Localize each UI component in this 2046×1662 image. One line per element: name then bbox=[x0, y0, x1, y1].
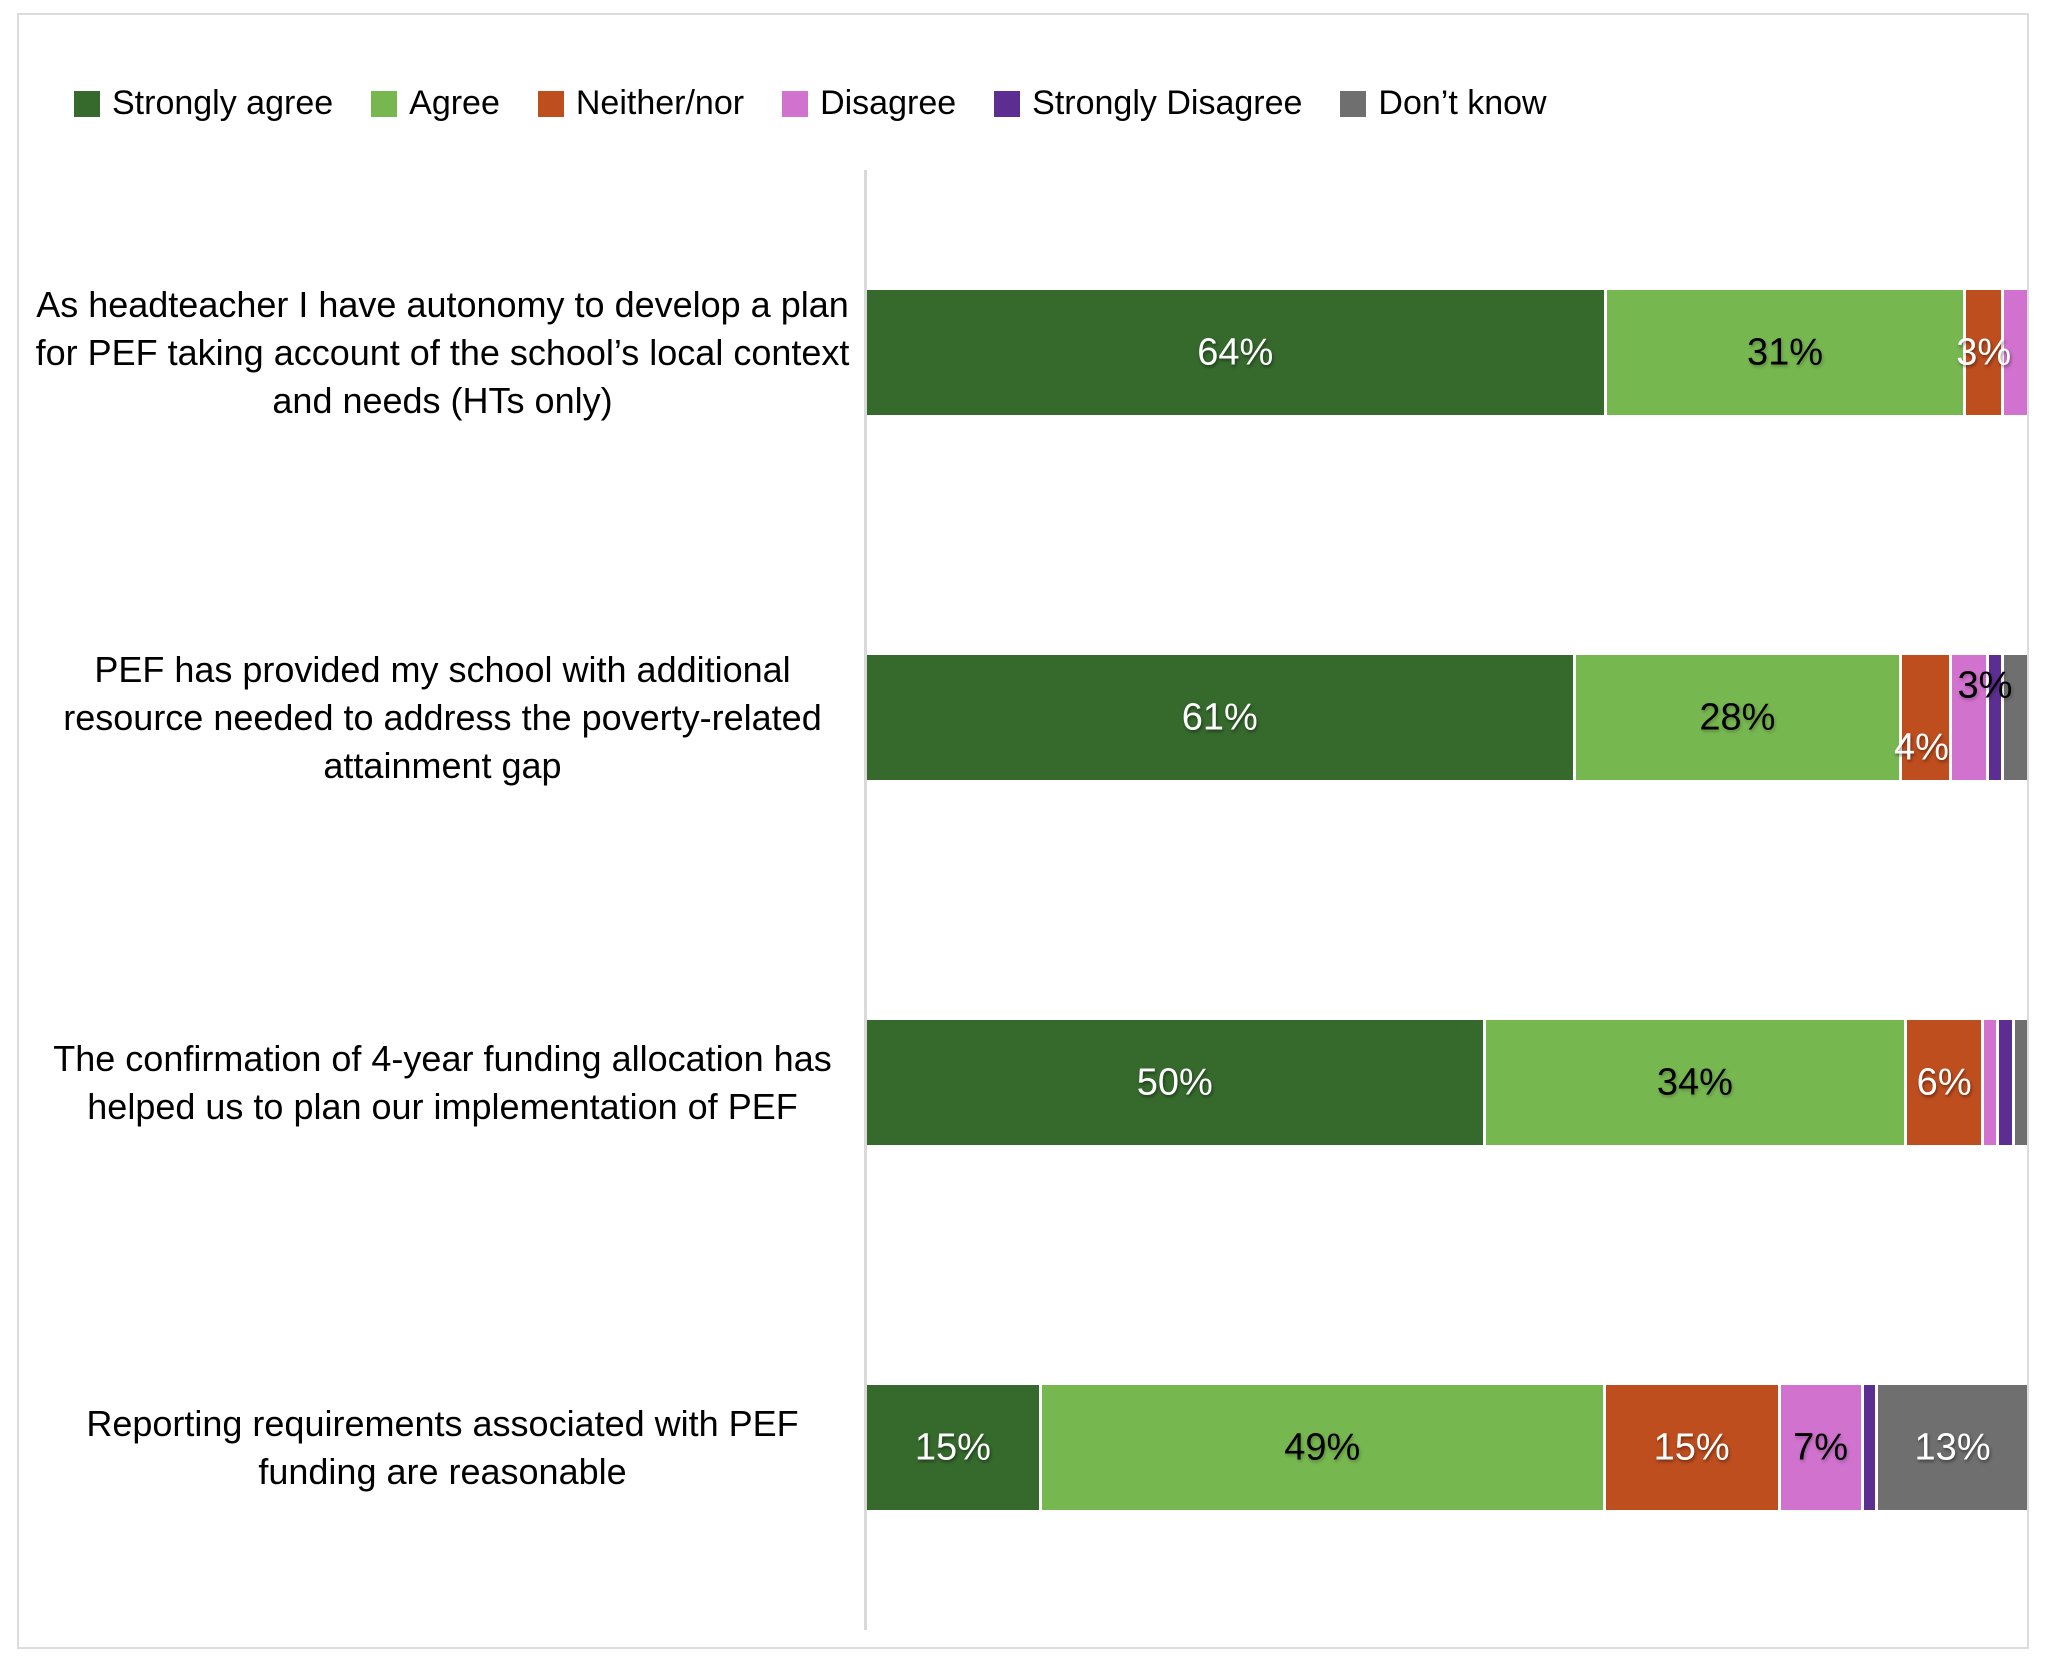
category-axis: As headteacher I have autonomy to develo… bbox=[21, 170, 864, 1630]
plot-area: As headteacher I have autonomy to develo… bbox=[21, 170, 2028, 1630]
data-label: 3% bbox=[1956, 331, 2012, 373]
category-label: Reporting requirements associated with P… bbox=[86, 1402, 799, 1492]
legend-swatch-icon bbox=[1340, 90, 1367, 117]
data-label: 15% bbox=[914, 1426, 991, 1468]
data-label: 28% bbox=[1699, 696, 1776, 738]
data-label: 4% bbox=[1894, 726, 1949, 768]
bar-segment: 3% bbox=[1956, 290, 2011, 415]
data-label: 49% bbox=[1284, 1426, 1361, 1468]
legend-item: Strongly Disagree bbox=[994, 84, 1303, 122]
bar-segment: 3% bbox=[1951, 655, 2012, 780]
data-label: 31% bbox=[1747, 331, 1824, 373]
data-label: 13% bbox=[1914, 1426, 1991, 1468]
legend-swatch-icon bbox=[994, 90, 1021, 117]
bar-segment bbox=[1999, 1020, 2012, 1145]
legend-item: Don’t know bbox=[1340, 84, 1547, 122]
bar-segment bbox=[2014, 1020, 2028, 1145]
legend-label: Agree bbox=[409, 84, 500, 122]
bar-segment bbox=[2003, 290, 2027, 415]
data-label: 15% bbox=[1653, 1426, 1730, 1468]
bar-segment: 13% bbox=[1878, 1385, 2027, 1510]
bar-segment: 64% bbox=[867, 290, 1604, 415]
category-label: As headteacher I have autonomy to develo… bbox=[35, 283, 850, 421]
chart-legend: Strongly agree Agree Neither/nor Disagree St… bbox=[74, 84, 1547, 122]
category-label: PEF has provided my school with addition… bbox=[63, 648, 822, 786]
legend-swatch-icon bbox=[74, 90, 100, 117]
bar-segment: 31% bbox=[1606, 290, 1964, 415]
data-label: 34% bbox=[1656, 1061, 1733, 1103]
bar-row: 64% 31% 3% bbox=[867, 170, 2027, 535]
stacked-bar: 64% 31% 3% bbox=[867, 290, 2027, 415]
category-label: The confirmation of 4-year funding alloc… bbox=[53, 1037, 832, 1127]
bar-segment: 4% bbox=[1894, 655, 1949, 780]
bar-segment: 6% bbox=[1907, 1020, 1982, 1145]
stacked-bar: 50% 34% 6% bbox=[867, 1020, 2028, 1145]
bar-row: 15% 49% 15% 7% 13% bbox=[867, 1265, 2027, 1630]
legend-item: Strongly agree bbox=[74, 84, 334, 122]
data-label: 50% bbox=[1136, 1061, 1213, 1103]
bar-row: 50% 34% 6% bbox=[867, 900, 2028, 1265]
bar-segment: 15% bbox=[867, 1385, 1039, 1510]
bar-segment bbox=[2003, 655, 2027, 780]
bar-segment: 7% bbox=[1780, 1385, 1861, 1510]
legend-label: Strongly Disagree bbox=[1032, 84, 1303, 122]
bar-segment: 49% bbox=[1041, 1385, 1603, 1510]
bar-segment bbox=[1989, 655, 2001, 780]
data-label: 64% bbox=[1197, 331, 1274, 373]
bar-segment: 28% bbox=[1575, 655, 1900, 780]
bar-segment: 61% bbox=[867, 655, 1573, 780]
bar-segment: 50% bbox=[867, 1020, 1483, 1145]
data-label: 7% bbox=[1793, 1426, 1849, 1468]
legend-item: Disagree bbox=[782, 84, 957, 122]
legend-item: Neither/nor bbox=[537, 84, 745, 122]
data-label: 61% bbox=[1181, 696, 1258, 738]
bar-segment: 34% bbox=[1485, 1020, 1905, 1145]
bar-row: 61% 28% 4% 3% bbox=[867, 535, 2027, 900]
legend-swatch-icon bbox=[537, 90, 564, 117]
legend-item: Agree bbox=[371, 84, 500, 122]
legend-label: Don’t know bbox=[1378, 84, 1547, 122]
legend-label: Disagree bbox=[820, 84, 957, 122]
chart-frame: Strongly agree Agree Neither/nor Disagree St… bbox=[17, 13, 2029, 1649]
bar-segment bbox=[1984, 1020, 1997, 1145]
bar-segment: 15% bbox=[1605, 1385, 1778, 1510]
legend-label: Neither/nor bbox=[575, 84, 745, 122]
data-label: 6% bbox=[1916, 1061, 1972, 1103]
bar-segment bbox=[1863, 1385, 1876, 1510]
bars-area: 64% 31% 3% 61% 28% 4% 3% 50% 34% 6% 15% 49% 15% 7% 13% bbox=[864, 170, 2028, 1630]
legend-swatch-icon bbox=[782, 90, 809, 117]
legend-swatch-icon bbox=[371, 90, 398, 117]
stacked-bar: 15% 49% 15% 7% 13% bbox=[867, 1385, 2027, 1510]
stacked-bar: 61% 28% 4% 3% bbox=[867, 655, 2027, 780]
legend-label: Strongly agree bbox=[112, 84, 334, 122]
